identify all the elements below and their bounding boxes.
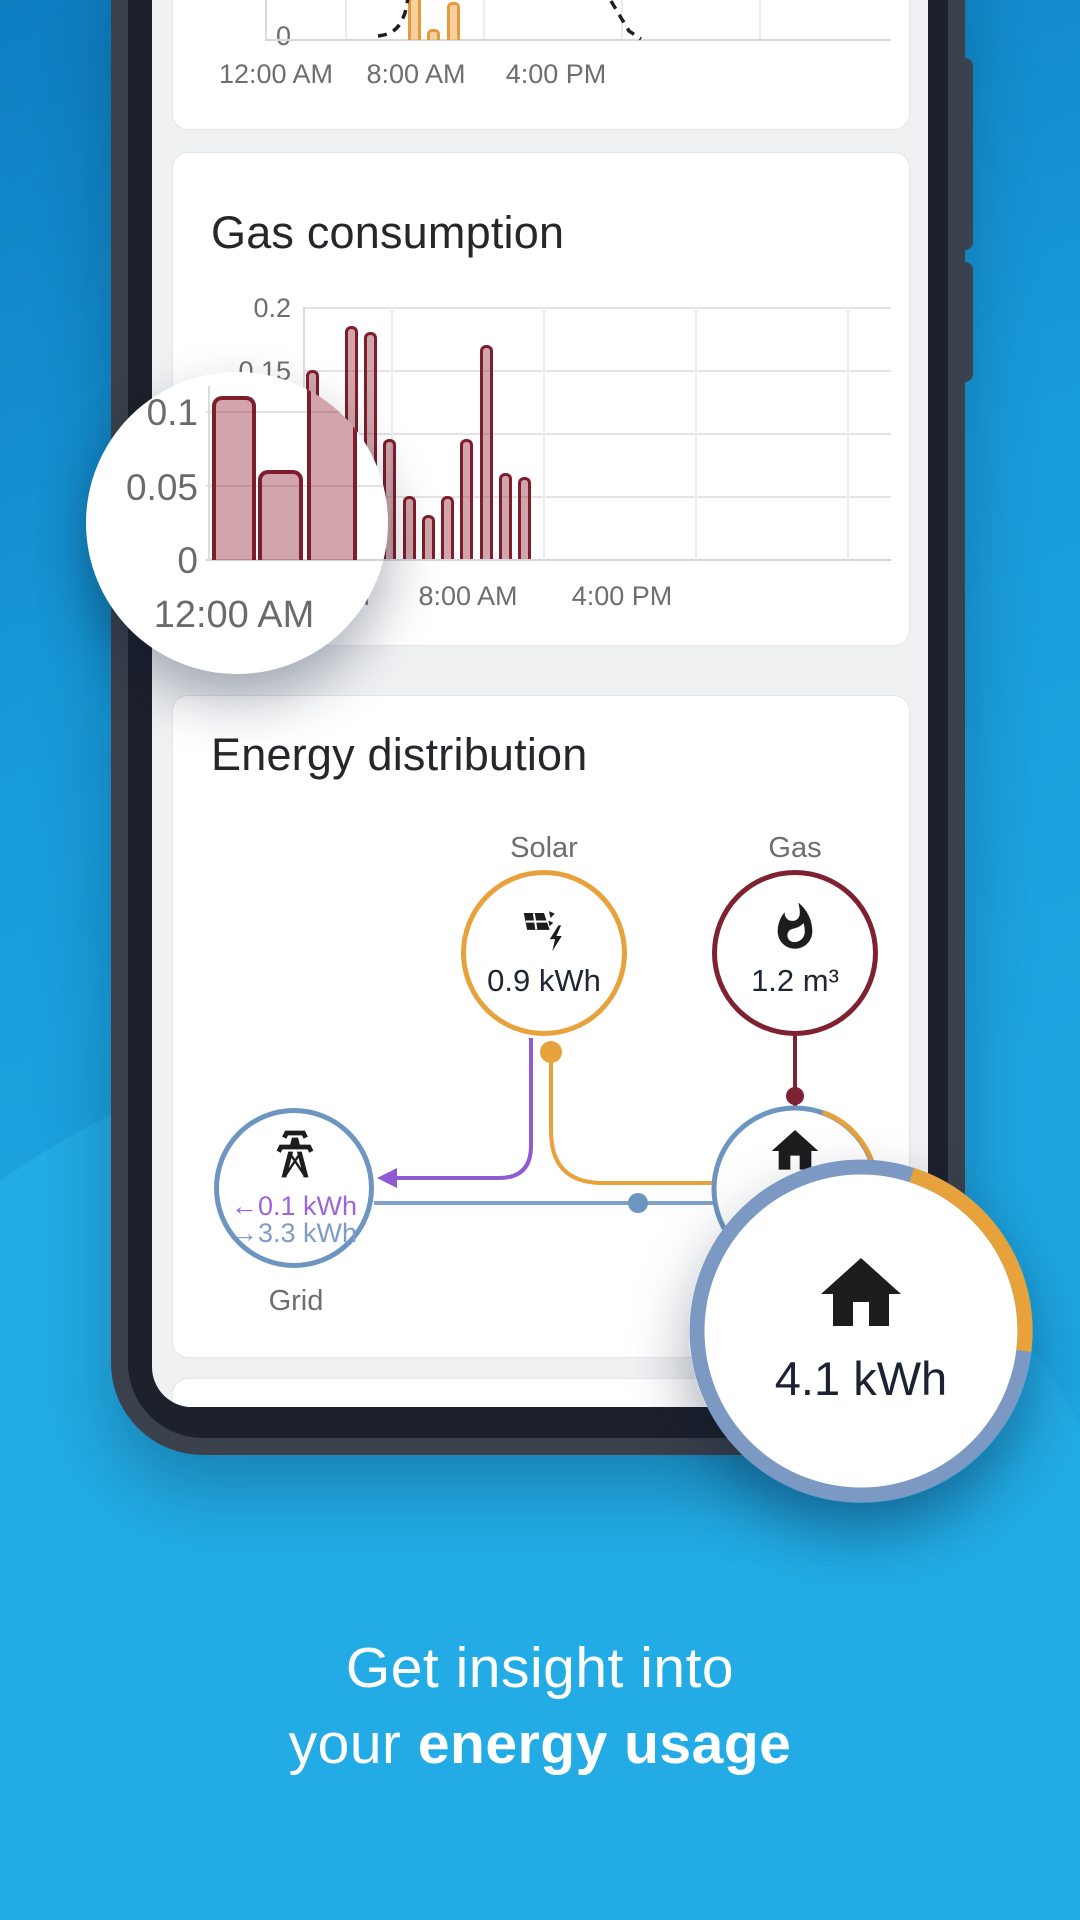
flame-icon xyxy=(777,902,813,949)
transmission-tower-icon xyxy=(276,1130,314,1178)
gridline xyxy=(543,307,545,561)
gas-bar xyxy=(518,477,532,559)
solar-node-circle xyxy=(461,870,627,1036)
baseline xyxy=(206,559,388,561)
grid-return-value: ←0.1 kWh xyxy=(230,1191,358,1221)
tagline-line2: your energy usage xyxy=(288,1712,792,1776)
gridline xyxy=(695,307,697,561)
gas-bar xyxy=(421,514,435,559)
top-bars xyxy=(173,0,911,131)
magnified-bar xyxy=(307,376,357,560)
gas-chart-magnifier: 0.1 0.05 0 12:00 AM xyxy=(86,372,388,674)
gas-y-label: 0.2 xyxy=(253,293,291,323)
y-axis-line xyxy=(265,0,267,41)
gas-flow-dot xyxy=(786,1087,804,1105)
gas-bar xyxy=(441,496,455,559)
home-icon xyxy=(771,1130,819,1170)
solar-panel-icon xyxy=(523,911,562,952)
gridline xyxy=(345,0,347,41)
gridline xyxy=(303,307,891,309)
energy-flow-lines xyxy=(374,1036,804,1213)
solar-chart-card: 0 12:00 AM 8:00 AM 4:00 PM xyxy=(172,0,910,130)
gas-bar xyxy=(402,496,416,559)
gas-node-value: 1.2 m³ xyxy=(751,963,839,998)
solar-bar xyxy=(446,2,460,40)
home-icon xyxy=(821,1258,901,1326)
magnified-x-label: 12:00 AM xyxy=(153,594,315,636)
magnified-y-label: 0 xyxy=(177,540,198,581)
gridline xyxy=(303,370,891,372)
grid-node-label: Grid xyxy=(268,1285,324,1317)
gas-bar xyxy=(460,439,474,559)
tagline-line1: Get insight into xyxy=(345,1636,735,1700)
top-chart-y-zero-label: 0 xyxy=(275,21,291,51)
gridline xyxy=(759,0,761,41)
solar-node-value: 0.9 kWh xyxy=(487,963,601,998)
home-consumption-value: 4.1 kWh xyxy=(774,1352,948,1405)
phone-screen: 0 12:00 AM 8:00 AM 4:00 PM Gas consumpti… xyxy=(152,0,928,1407)
y-axis-line xyxy=(208,386,210,561)
grid-flow-dot xyxy=(628,1193,648,1213)
baseline xyxy=(265,39,891,41)
gridline xyxy=(206,411,388,413)
top-chart-x-label: 8:00 AM xyxy=(366,59,466,89)
energy-card-title: Energy distribution xyxy=(211,729,588,780)
gas-bar xyxy=(499,473,512,559)
magnified-bar xyxy=(212,396,256,560)
gridline xyxy=(391,307,393,561)
grid-consumed-value: →3.3 kWh xyxy=(230,1218,358,1248)
gas-bar xyxy=(479,344,493,559)
solar-node-label: Solar xyxy=(510,832,578,864)
gridline xyxy=(303,496,891,498)
home-magnifier-ring xyxy=(689,1159,1033,1503)
baseline xyxy=(303,559,891,561)
solar-bar xyxy=(427,29,441,40)
gridline xyxy=(206,485,388,487)
gas-node-label: Gas xyxy=(768,832,822,864)
gridline xyxy=(483,0,485,41)
top-chart-x-label: 4:00 PM xyxy=(505,59,607,89)
solar-bar xyxy=(408,0,421,40)
home-node-magnifier: 4.1 kWh xyxy=(689,1159,1033,1503)
magnified-y-label: 0.1 xyxy=(146,392,198,433)
magnified-y-label: 0.05 xyxy=(125,467,198,508)
solar-forecast-dashed-line xyxy=(377,0,642,41)
gas-node-circle xyxy=(712,870,878,1036)
gas-x-label: 8:00 AM xyxy=(418,581,518,611)
gridline xyxy=(303,433,891,435)
gas-card-title: Gas consumption xyxy=(211,207,565,258)
gas-x-label: 4:00 PM xyxy=(571,581,673,611)
magnified-bar xyxy=(258,470,303,560)
tagline: Get insight into your energy usage xyxy=(0,1630,1080,1782)
top-chart-x-label: 12:00 AM xyxy=(218,59,334,89)
gridline xyxy=(847,307,849,561)
solar-flow-dot xyxy=(540,1041,562,1063)
